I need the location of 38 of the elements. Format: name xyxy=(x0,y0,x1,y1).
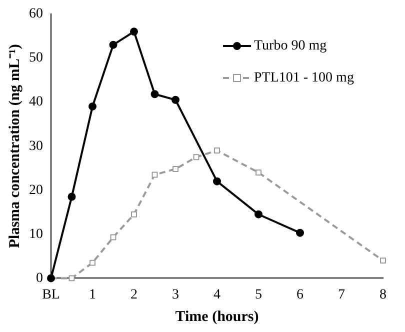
point xyxy=(68,192,76,201)
point xyxy=(131,211,137,218)
point xyxy=(109,40,118,49)
point xyxy=(172,96,180,104)
x-tick-label: BL xyxy=(42,287,60,302)
y-tick-label: 20 xyxy=(29,182,43,198)
y-tick-label: 40 xyxy=(29,94,43,110)
x-axis-title: Time (hours) xyxy=(175,308,259,325)
x-tick-label: 1 xyxy=(89,287,96,302)
point xyxy=(214,148,220,154)
point xyxy=(254,210,262,218)
y-axis-title: Plasma concentration (ng mL⁻¹) xyxy=(6,44,23,248)
y-tick-label: 30 xyxy=(29,138,43,154)
y-tick-label: 10 xyxy=(29,226,43,242)
point xyxy=(68,275,75,282)
point xyxy=(88,102,96,110)
y-tick-label: 60 xyxy=(29,6,43,22)
y-tick-label: 0 xyxy=(36,270,43,286)
point xyxy=(296,228,304,237)
point xyxy=(130,28,138,36)
legend-label: Turbo 90 mg xyxy=(254,38,327,54)
y-tick-label: 50 xyxy=(29,50,43,66)
x-tick-label: 3 xyxy=(172,287,179,302)
x-tick-label: 8 xyxy=(380,287,386,302)
x-tick-label: 4 xyxy=(214,287,220,302)
x-tick-label: 6 xyxy=(296,287,304,302)
point xyxy=(150,90,159,98)
point xyxy=(380,258,386,264)
point xyxy=(90,260,96,266)
legend-label: PTL101 - 100 mg xyxy=(254,70,354,86)
x-tick-label: 5 xyxy=(255,287,262,302)
point xyxy=(152,172,158,178)
point xyxy=(256,170,262,176)
point xyxy=(193,154,200,160)
point xyxy=(213,177,221,186)
x-tick-label: 2 xyxy=(130,287,138,302)
x-tick-label: 7 xyxy=(338,287,345,302)
point xyxy=(172,166,178,172)
